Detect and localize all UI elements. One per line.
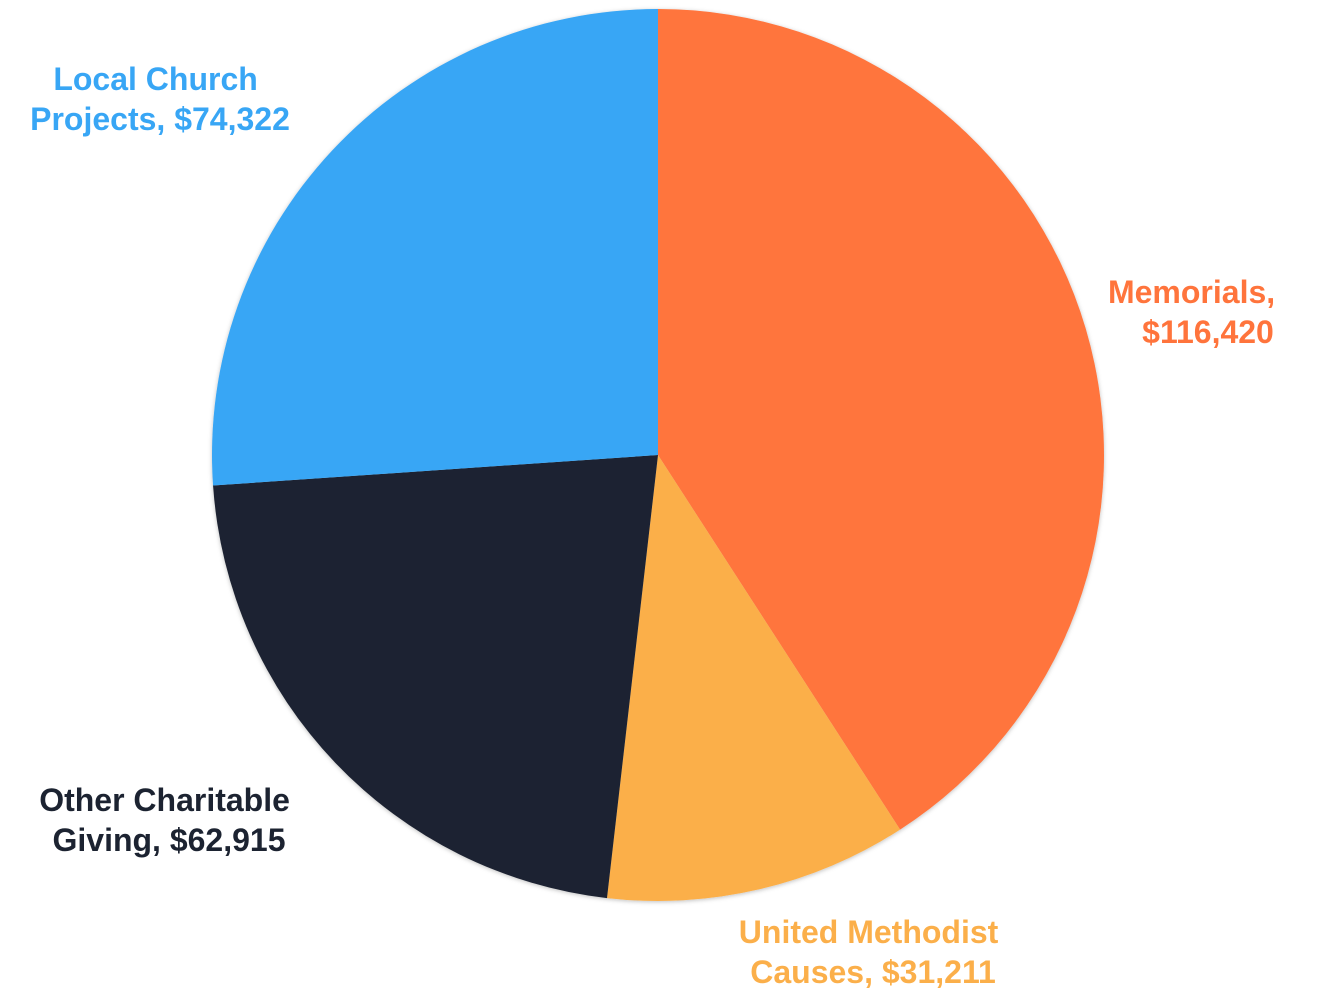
slice-label-local-church-projects-line2: Projects, $74,322 bbox=[30, 101, 290, 137]
pie-slice-memorials bbox=[658, 9, 1105, 830]
pie-slice-other-charitable-giving bbox=[213, 455, 659, 899]
slice-label-other-charitable-giving: Other Charitable Giving, $62,915 bbox=[39, 782, 299, 858]
slice-label-memorials: Memorials, $116,420 bbox=[1108, 274, 1284, 350]
slice-label-united-methodist-causes-line1: United Methodist bbox=[739, 914, 999, 950]
pie-slice-united-methodist-causes bbox=[606, 455, 901, 901]
slice-label-united-methodist-causes: United Methodist Causes, $31,211 bbox=[739, 914, 1007, 990]
slice-label-united-methodist-causes-line2: Causes, $31,211 bbox=[750, 954, 996, 990]
pie-slices bbox=[212, 9, 1105, 901]
slice-label-memorials-line1: Memorials, bbox=[1108, 274, 1275, 310]
slice-label-other-charitable-giving-line1: Other Charitable bbox=[39, 782, 290, 818]
slice-label-other-charitable-giving-line2: Giving, $62,915 bbox=[52, 822, 285, 858]
slice-label-local-church-projects-line1: Local Church bbox=[53, 61, 257, 97]
pie-slice-local-church-projects bbox=[212, 9, 658, 486]
slice-label-local-church-projects: Local Church Projects, $74,322 bbox=[30, 61, 290, 137]
slice-label-memorials-line2: $116,420 bbox=[1142, 314, 1274, 350]
